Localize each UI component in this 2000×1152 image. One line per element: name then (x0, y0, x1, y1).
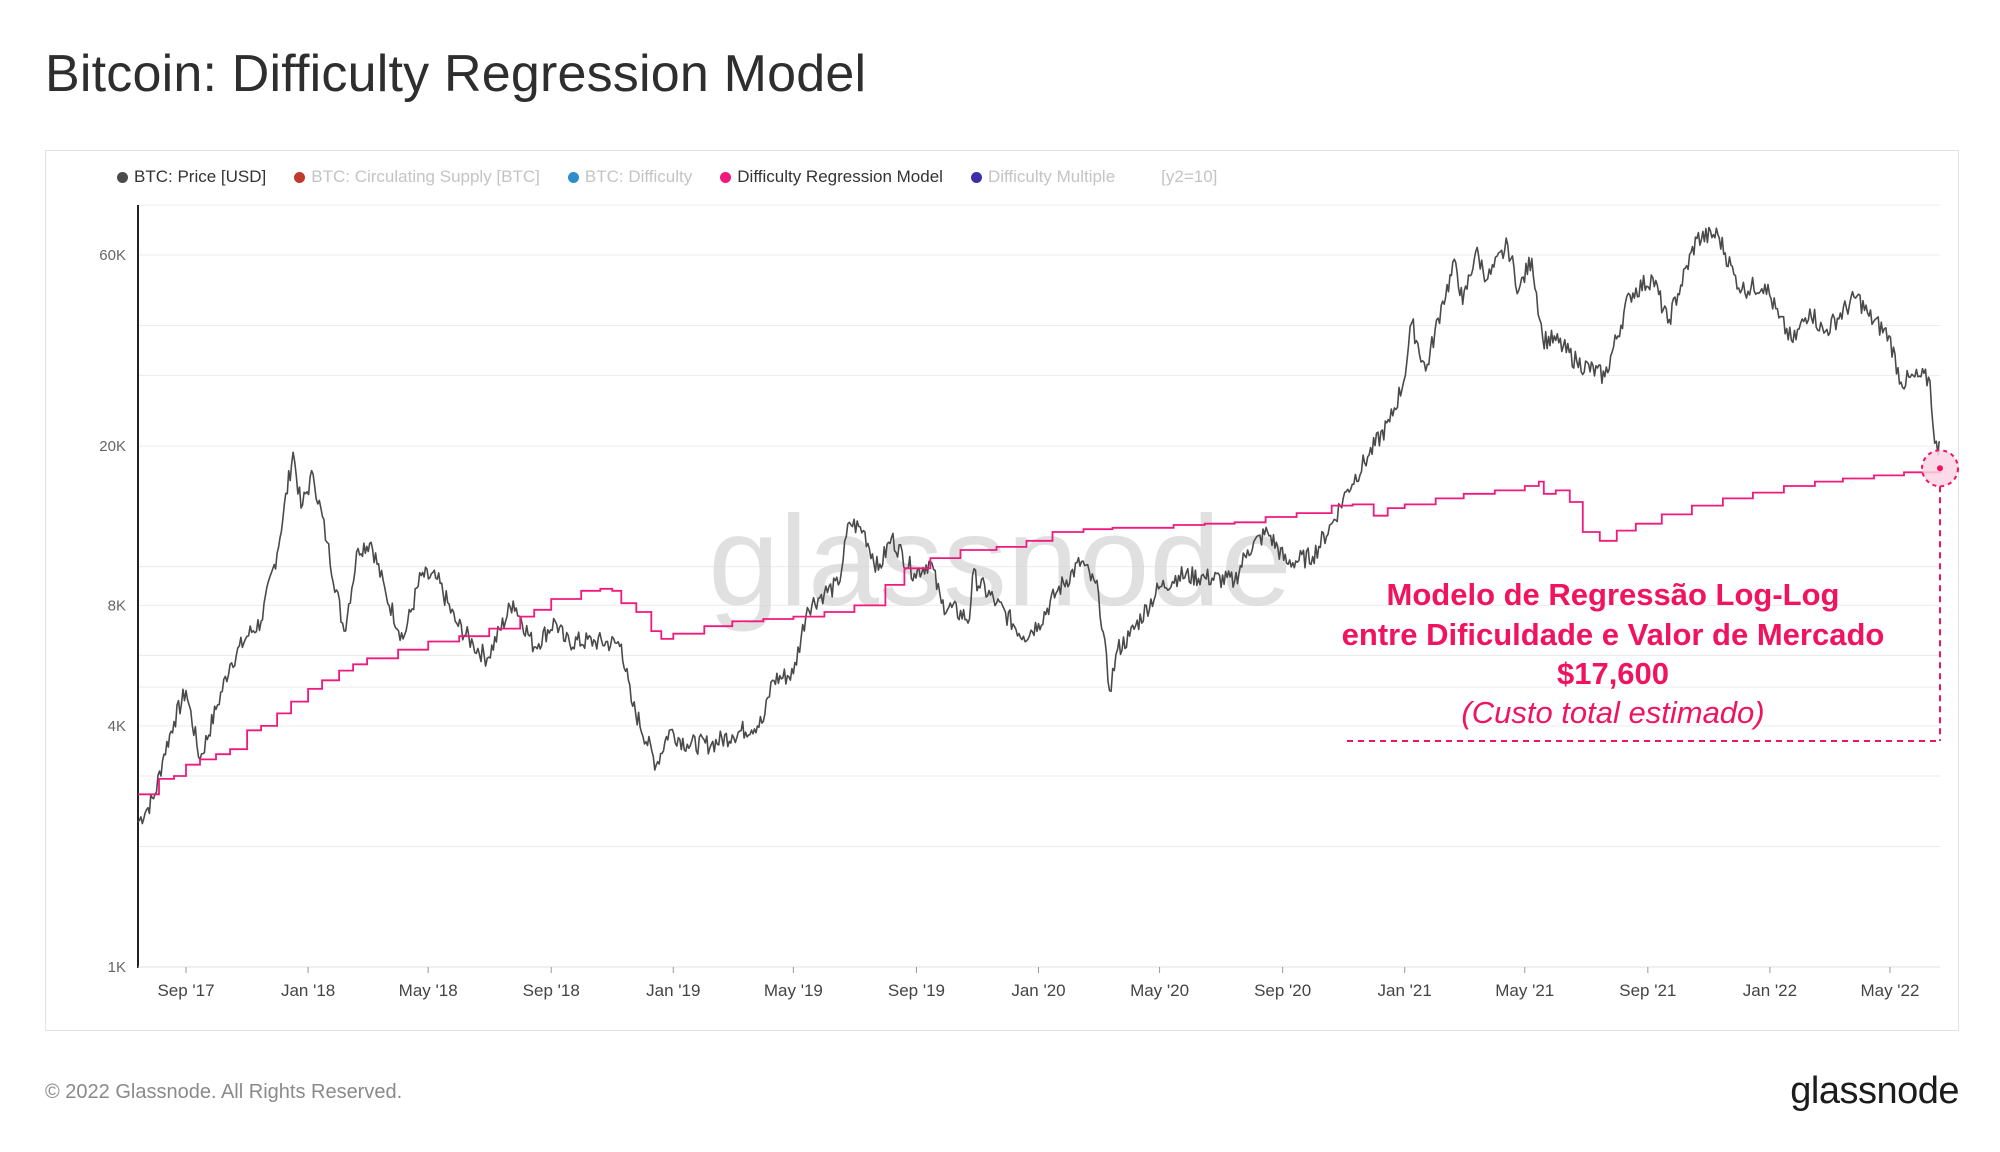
legend-item-difficulty-multiple[interactable]: Difficulty Multiple (970, 167, 1116, 187)
x-tick-label: Jan '20 (1011, 981, 1065, 1000)
y-tick-label: 8K (108, 597, 126, 614)
legend-dot-icon (970, 171, 982, 183)
legend-label: BTC: Price [USD] (134, 167, 267, 186)
x-tick-label: Sep '20 (1254, 981, 1311, 1000)
y-tick-label: 1K (108, 959, 126, 976)
x-tick-label: May '19 (764, 981, 823, 1000)
series-line-difficulty-regression-model (138, 468, 1941, 796)
y-tick-label: 4K (108, 718, 126, 735)
copyright-notice: © 2022 Glassnode. All Rights Reserved. (45, 1081, 403, 1103)
x-tick-label: May '18 (399, 981, 458, 1000)
x-tick-label: May '20 (1130, 981, 1189, 1000)
x-tick-label: May '21 (1495, 981, 1554, 1000)
legend-dot-icon (567, 171, 579, 183)
legend-item-difficulty[interactable]: BTC: Difficulty (567, 167, 693, 187)
x-tick-label: Jan '22 (1743, 981, 1797, 1000)
annotation-title-line2: entre Dificuldade e Valor de Mercado (1342, 617, 1885, 652)
x-tick-label: May '22 (1860, 981, 1919, 1000)
page-title: Bitcoin: Difficulty Regression Model (45, 45, 867, 103)
chart-panel (45, 150, 1959, 1031)
legend-item-circulating-supply[interactable]: BTC: Circulating Supply [BTC] (294, 167, 540, 187)
glassnode-logo[interactable]: glassnode (1790, 1070, 1959, 1112)
series-layer (137, 226, 1941, 825)
highlight-point (1937, 465, 1943, 472)
legend-label: Difficulty Regression Model (737, 167, 943, 186)
legend-item-price[interactable]: BTC: Price [USD] (117, 167, 266, 187)
legend-dot-icon (117, 171, 128, 183)
x-tick-label: Sep '19 (888, 981, 945, 1000)
legend-y2-scale[interactable]: [y2=10] (1161, 167, 1218, 186)
annotation-value: $17,600 (1557, 656, 1669, 691)
x-tick-label: Jan '19 (646, 981, 700, 1000)
x-tick-label: Jan '21 (1378, 981, 1432, 1000)
legend-label: Difficulty Multiple (987, 167, 1116, 186)
legend-label: BTC: Circulating Supply [BTC] (311, 167, 540, 186)
legend-item-difficulty-regression-model[interactable]: Difficulty Regression Model (720, 167, 943, 187)
chart-legend: BTC: Price [USD] BTC: Circulating Supply… (117, 166, 1217, 188)
annotation-note: (Custo total estimado) (1461, 695, 1764, 730)
series-line-btc-price (137, 226, 1941, 825)
x-tick-label: Sep '21 (1619, 981, 1676, 1000)
y-tick-label: 60K (99, 247, 126, 264)
watermark: glassnode (708, 490, 1292, 633)
x-tick-label: Sep '18 (523, 981, 580, 1000)
legend-dot-icon (720, 171, 732, 183)
legend-dot-icon (294, 171, 306, 183)
annotation-layer: Modelo de Regressão Log-Log entre Dificu… (1342, 449, 1959, 742)
axis-layer: 1K 4K 8K 20K 60K Sep '17 Jan '18 May '18 Sep '18… (99, 205, 1940, 1000)
x-tick-label: Jan '18 (281, 981, 335, 1000)
grid-layer (138, 204, 1940, 847)
x-tick-label: Sep '17 (157, 981, 214, 1000)
legend-label: BTC: Difficulty (584, 167, 693, 186)
y-tick-label: 20K (99, 438, 126, 455)
annotation-title-line1: Modelo de Regressão Log-Log (1387, 577, 1840, 612)
